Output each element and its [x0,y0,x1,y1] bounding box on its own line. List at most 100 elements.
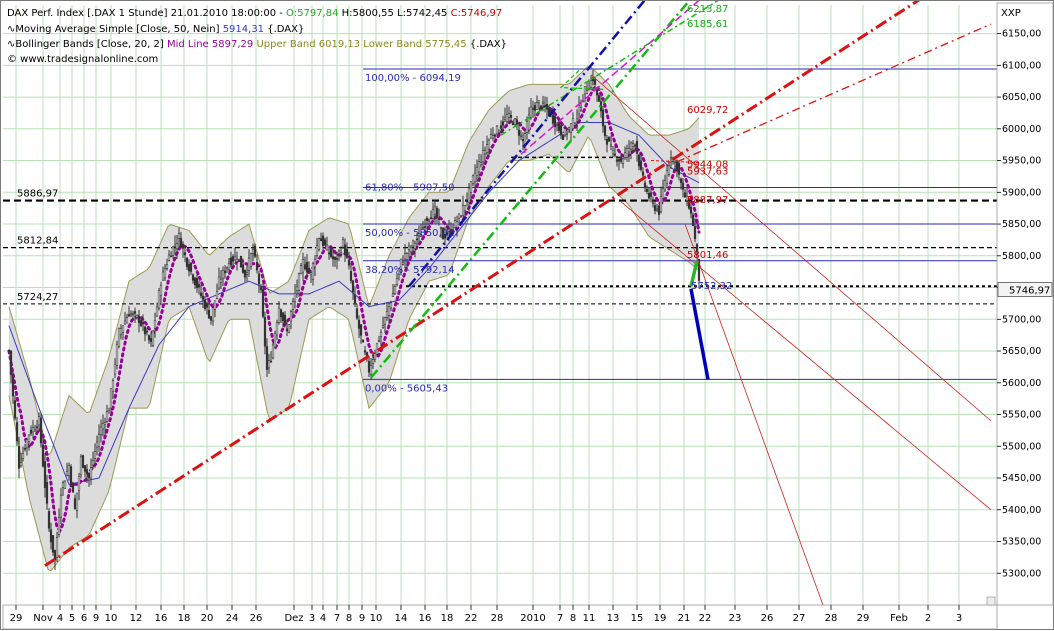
target-label-5887: 5887,97 [687,195,728,206]
y-tick-label: 5950,00 [1002,156,1041,167]
candle-body [505,114,509,123]
candle-body [17,446,21,469]
candle-body [239,255,243,268]
candle-body [61,482,65,488]
x-tick-label: 10 [370,613,383,624]
candle-body [31,427,35,433]
candle-body [113,363,117,375]
fib-label-618: 61,80% - 5907,50 [365,183,454,194]
bollinger-legend: ∿Bollinger Bands [Close, 20, 2] Mid Line… [7,39,507,50]
candle-body [333,256,337,260]
x-tick-label: 28 [491,613,504,624]
candle-body [273,332,277,348]
x-tick-label: 13 [607,613,620,624]
candle-body [297,273,301,291]
candle-body [341,239,345,248]
y-axis-panel [996,2,1054,606]
x-tick-label: 24 [226,613,239,624]
candle-body [215,291,219,299]
candle-body [681,182,685,190]
candle-body [195,278,199,288]
candle-body [275,322,279,336]
candle-body [283,314,287,323]
sma-line [8,121,700,485]
candle-body [257,273,261,285]
x-tick-label: 27 [793,613,806,624]
candle-body [183,252,187,256]
candle-body [137,315,141,323]
low-value: L:5742,45 [397,8,447,19]
candle-body [423,226,427,228]
candle-body [121,325,125,333]
candle-body [181,243,185,249]
x-tick-label: 16 [419,613,432,624]
candle-body [205,302,209,308]
y-tick-label: 5800,00 [1002,251,1041,262]
candle-body [521,139,525,142]
candle-body [99,426,103,435]
candle-body [617,159,621,162]
candle-body [307,267,311,273]
x-tick-label: 21 [678,613,691,624]
candle-body [189,262,193,272]
candle-body [397,268,401,275]
candle-body [567,127,571,130]
candle-body [579,107,583,111]
candle-body [79,456,83,475]
last-price-box [997,282,1053,297]
candle-body [143,326,147,335]
candle-body [443,234,447,239]
level-label-5724: 5724,27 [17,292,58,303]
candle-body [301,259,305,273]
candle-body [147,335,151,341]
x-tick-label: 11 [583,613,596,624]
candle-body [135,314,139,318]
candle-body [529,106,533,118]
target-line-5944 [650,160,700,163]
candle-body [477,161,481,173]
candle-body [117,328,121,347]
candle-body [451,229,455,231]
candle-body [327,252,331,255]
y-tick-label: 5400,00 [1002,505,1041,516]
candle-body [577,105,581,115]
x-tick-label: Dez [284,613,303,624]
candle-body [347,259,351,266]
red-trendline-main [44,1,921,567]
candle-body [409,246,413,253]
mini-triangle [559,69,606,91]
candle-body [193,277,197,286]
candle-body [313,258,317,268]
candle-body [51,535,55,553]
candle-body [179,238,183,248]
candle-body [139,320,143,326]
candle-body [571,117,575,129]
candle-body [87,473,91,479]
candle-body [435,207,439,218]
x-tick-label: 29 [857,613,870,624]
candle-body [247,257,251,271]
candle-body [161,271,165,281]
target-label-6213: 6213,87 [687,4,728,15]
candle-body [543,105,547,108]
y-tick-label: 5700,00 [1002,314,1041,325]
candle-body [203,299,207,309]
candle-body [645,188,649,192]
candle-body [431,209,435,219]
candle-body [163,268,167,279]
x-tick-label: 12 [130,613,143,624]
candle-body [277,307,281,324]
candle-body [437,218,441,220]
candle-body [81,455,85,468]
candle-body [513,118,517,125]
close-value: C:5746,97 [451,8,503,19]
candle-body [697,259,701,281]
candle-body [369,365,373,375]
candle-body [541,101,545,104]
candle-body [15,422,19,442]
x-tick-label: 29 [10,613,23,624]
candle-body [357,319,361,329]
candle-body [557,121,561,131]
candle-body [351,280,355,293]
